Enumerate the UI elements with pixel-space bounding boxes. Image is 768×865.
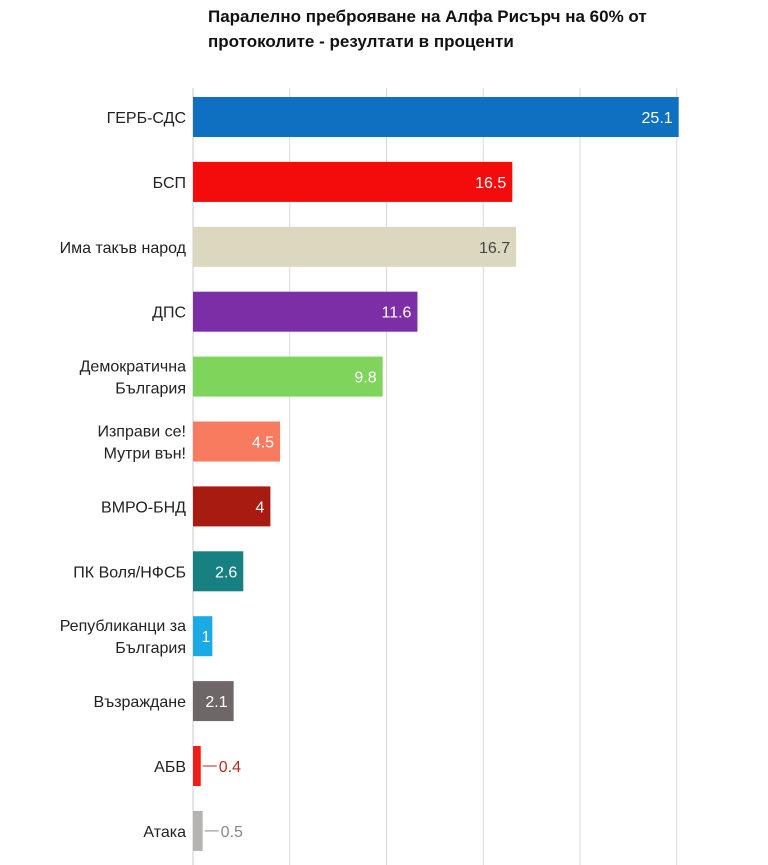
category-label-3: ДПС bbox=[152, 305, 186, 322]
category-label-0: ГЕРБ-СДС bbox=[107, 110, 186, 127]
category-label-10: АБВ bbox=[154, 759, 186, 776]
value-label-3: 11.6 bbox=[382, 305, 412, 322]
value-label-2: 16.7 bbox=[479, 240, 510, 257]
category-labels: ГЕРБ-СДС БСП Има такъв народ ДПС Демократичн… bbox=[60, 110, 187, 841]
category-label-11: Атака bbox=[143, 824, 186, 841]
category-label-8: Републиканци за България bbox=[60, 618, 186, 657]
category-label-7: ПК Воля/НФСБ bbox=[73, 564, 186, 581]
value-label-1: 16.5 bbox=[475, 175, 506, 192]
bar-11 bbox=[193, 810, 203, 851]
bar-3 bbox=[193, 291, 418, 332]
category-label-6: ВМРО-БНД bbox=[101, 499, 186, 516]
value-label-9: 2.1 bbox=[205, 694, 227, 711]
value-label-11: 0.5 bbox=[221, 824, 243, 841]
value-label-0: 25.1 bbox=[642, 110, 673, 127]
category-label-4: Демократична България bbox=[80, 359, 187, 398]
value-label-4: 9.8 bbox=[354, 370, 376, 387]
value-label-5: 4.5 bbox=[252, 435, 274, 452]
bar-7 bbox=[193, 551, 244, 592]
bar-2 bbox=[193, 226, 517, 267]
bars bbox=[193, 97, 679, 851]
bar-4 bbox=[193, 356, 383, 397]
bar-1 bbox=[193, 161, 513, 202]
value-label-8: 1 bbox=[201, 629, 210, 646]
value-label-6: 4 bbox=[255, 499, 264, 516]
bar-5 bbox=[193, 421, 281, 462]
category-label-5: Изправи се! Мутри вън! bbox=[97, 424, 186, 463]
gridlines bbox=[192, 88, 678, 865]
value-labels: 25.1 16.5 16.7 11.6 9.8 4.5 4 2.6 1 2.1 0.4 0.5 bbox=[201, 110, 672, 841]
category-label-9: Възраждане bbox=[94, 694, 187, 711]
bar-8 bbox=[193, 616, 213, 657]
bar-9 bbox=[193, 681, 234, 722]
bar-6 bbox=[193, 486, 271, 527]
chart-title: Паралелно преброяване на Алфа Рисърч на … bbox=[208, 7, 647, 51]
value-label-10: 0.4 bbox=[219, 759, 241, 776]
bar-10 bbox=[193, 746, 201, 786]
category-label-1: БСП bbox=[153, 175, 186, 192]
bar-0 bbox=[193, 97, 679, 137]
value-label-7: 2.6 bbox=[215, 564, 237, 581]
category-label-2: Има такъв народ bbox=[60, 240, 187, 257]
